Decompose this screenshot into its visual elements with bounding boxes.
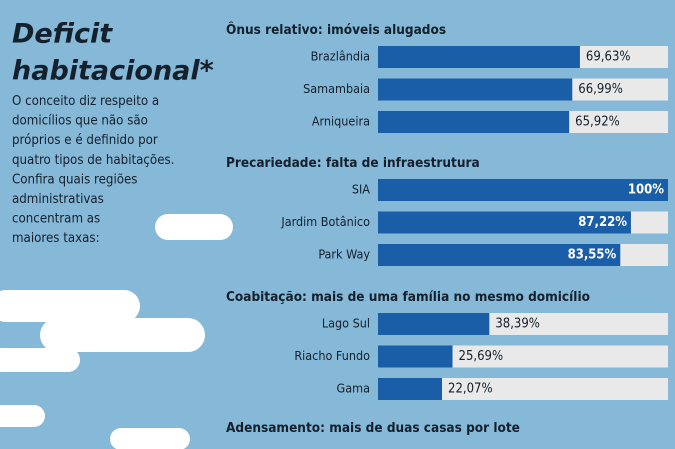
intro-line: próprios e é definido por	[12, 132, 158, 148]
category-label: Riacho Fundo	[294, 348, 370, 363]
value-label: 66,99%	[578, 82, 623, 97]
category-label: Brazlândia	[311, 49, 370, 64]
intro-line: quatro tipos de habitações.	[12, 153, 174, 168]
category-label: Lago Sul	[322, 316, 370, 331]
section-title: Ônus relativo: imóveis alugados	[226, 20, 446, 38]
cloud	[0, 348, 80, 372]
bar	[378, 244, 621, 266]
value-label: 65,92%	[575, 115, 620, 130]
value-label: 83,55%	[568, 248, 617, 263]
bar	[378, 211, 631, 234]
cloud	[110, 428, 190, 449]
bar	[378, 378, 443, 400]
charts: Ônus relativo: imóveis alugados Brazlândi…	[226, 20, 668, 436]
cloud	[155, 214, 233, 240]
intro-line: administrativas	[12, 192, 104, 207]
category-label: Park Way	[318, 247, 370, 262]
value-label: 69,63%	[586, 50, 631, 65]
section-title: Coabitação: mais de uma família no mesmo…	[226, 289, 590, 305]
headline: habitacional*	[12, 56, 214, 87]
value-label: 22,07%	[448, 382, 493, 397]
value-label: 38,39%	[495, 317, 540, 332]
intro-line: Confira quais regiões	[12, 172, 137, 187]
value-label: 25,69%	[459, 349, 504, 364]
cloud	[0, 405, 45, 427]
category-label: Samambaia	[303, 81, 370, 96]
bar	[378, 345, 453, 368]
intro-line: O conceito diz respeito a	[12, 94, 159, 109]
cloud	[0, 290, 140, 322]
bar	[378, 46, 580, 68]
value-label: 87,22%	[578, 215, 627, 230]
intro-line: domicílios que não são	[12, 113, 148, 129]
bar	[378, 78, 573, 101]
section-title: Precariedade: falta de infraestrutura	[226, 155, 480, 171]
value-label: 100%	[628, 183, 664, 198]
section-title: Adensamento: mais de duas casas por lote	[226, 420, 520, 436]
category-label: SIA	[352, 182, 370, 197]
bar	[378, 313, 490, 335]
intro-line: maiores taxas:	[12, 231, 100, 246]
category-label: Arniqueira	[312, 114, 370, 129]
bar	[378, 111, 570, 133]
headline: Deficit	[12, 19, 113, 50]
cloud	[40, 318, 205, 352]
bar-track	[378, 378, 668, 400]
intro-text: O conceito diz respeito a domicílios que …	[12, 94, 174, 246]
clouds	[0, 214, 233, 449]
category-label: Gama	[337, 381, 370, 396]
bar	[378, 179, 668, 201]
intro-line: concentram as	[12, 212, 100, 227]
category-label: Jardim Botânico	[280, 214, 370, 229]
